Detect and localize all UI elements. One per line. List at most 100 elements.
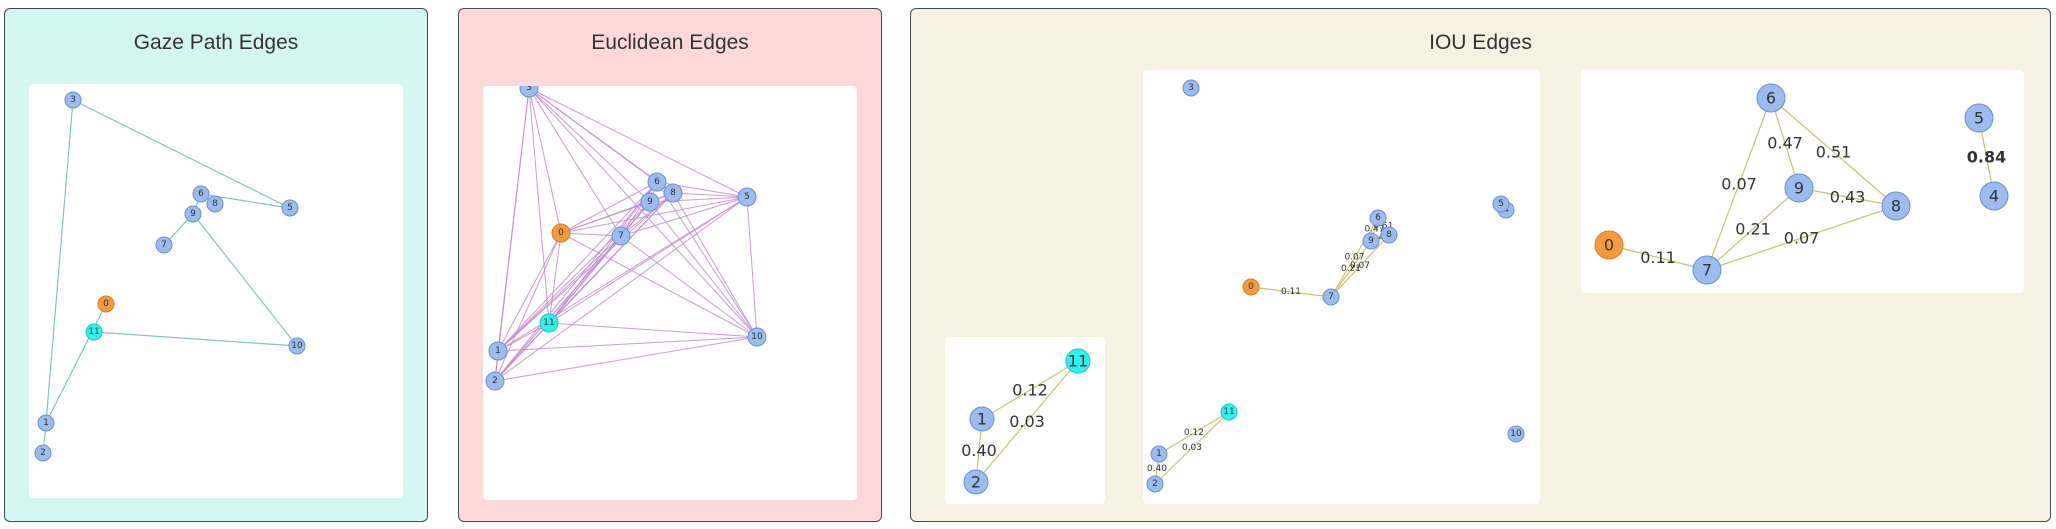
- node-label: 11: [88, 327, 99, 337]
- edge-weight-label: 0.03: [1009, 412, 1045, 431]
- edge: [494, 87, 530, 382]
- edge-weight-label: 0.43: [1830, 188, 1866, 207]
- node-label: 2: [40, 448, 46, 458]
- graph-node-5: 5: [1492, 195, 1510, 213]
- graph-node-5: 5: [737, 187, 757, 207]
- graph-node-9: 9: [1362, 232, 1380, 250]
- graph-node-9: 9: [640, 192, 660, 212]
- edges: [1608, 97, 1995, 271]
- graph-card-iou-left: 0.12 0.03 0.40 1 2 11: [945, 337, 1105, 504]
- graph-node-8: 8: [206, 195, 224, 213]
- edge: [548, 181, 658, 324]
- node-label: 7: [1328, 292, 1334, 302]
- panel-title: Gaze Path Edges: [133, 31, 299, 54]
- graph-node-3: 3: [64, 91, 82, 109]
- node-label: 0: [558, 228, 564, 238]
- node-label: 2: [1152, 479, 1158, 489]
- edge-weight-label: 0.11: [1640, 248, 1676, 267]
- edge: [494, 196, 748, 382]
- edge: [649, 201, 758, 338]
- node-label: 8: [1386, 230, 1392, 240]
- graph-node-7: 7: [155, 236, 173, 254]
- graph-node-8: 8: [1380, 226, 1398, 244]
- node-label: 7: [1702, 261, 1712, 280]
- edge: [497, 196, 748, 352]
- edge: [528, 87, 622, 237]
- graph-node-0: 0: [1594, 230, 1624, 260]
- edge: [1330, 234, 1390, 298]
- node-label: 2: [492, 376, 498, 386]
- graph-node-1: 1: [37, 414, 55, 432]
- edge: [656, 181, 758, 338]
- edge: [72, 99, 291, 209]
- node-label: 5: [1498, 199, 1504, 209]
- panel-title: IOU Edges: [1429, 31, 1532, 54]
- edge: [548, 232, 562, 324]
- graph-node-10: 10: [288, 337, 306, 355]
- node-label: 8: [1891, 197, 1901, 216]
- edge: [560, 181, 658, 234]
- edge: [981, 360, 1079, 420]
- node-label: 3: [1188, 83, 1194, 93]
- edge: [497, 201, 651, 352]
- node-label: 0: [103, 299, 109, 309]
- node-label: 10: [291, 341, 303, 351]
- node-label: 0: [1604, 236, 1614, 255]
- edge: [528, 87, 651, 203]
- edge: [528, 87, 758, 338]
- node-label: 8: [670, 188, 676, 198]
- edge: [528, 87, 562, 234]
- graph-node-6: 6: [647, 172, 667, 192]
- node-label: 6: [1375, 213, 1381, 223]
- edge: [494, 232, 562, 382]
- edge-weight-label: 0.47: [1364, 225, 1384, 235]
- edge: [497, 322, 550, 352]
- graph-card-euclidean: 0 1 2 3 5 6 7 8 9 10 11: [483, 86, 857, 500]
- graph-node-11: 11: [1220, 403, 1238, 421]
- edge: [497, 232, 562, 352]
- graph-node-2: 2: [1146, 475, 1164, 493]
- graph-node-2: 2: [963, 469, 989, 495]
- edge: [548, 196, 748, 324]
- node-label: 1: [1156, 449, 1162, 459]
- graph-node-1: 1: [488, 341, 508, 361]
- graph-node-5: 5: [1964, 103, 1994, 133]
- edge: [528, 87, 748, 198]
- node-label: 5: [1974, 109, 1984, 128]
- edge-weight-label: 0.07: [1350, 261, 1370, 271]
- node-label: 0: [1248, 282, 1254, 292]
- edge-weight-label: 0.51: [1816, 143, 1852, 162]
- edge-weight-label: 0.07: [1784, 229, 1820, 248]
- edge: [1706, 97, 1772, 271]
- graph-node-11: 11: [539, 313, 559, 333]
- edge: [497, 192, 674, 352]
- panel-euclidean: Euclidean Edges 0 1 2 3 5 6 7 8 9 10 11: [458, 8, 882, 522]
- panel-iou: IOU Edges 0.12 0.03 0.40 1 2 11 0.11 0.21 0.07 0…: [910, 8, 2051, 522]
- edge: [620, 235, 758, 338]
- node-label: 7: [618, 231, 624, 241]
- edge: [1158, 411, 1230, 455]
- edge: [494, 322, 550, 382]
- graph-node-0: 0: [1242, 278, 1260, 296]
- graph-card-iou-right: 0.11 0.21 0.07 0.07 0.47 0.51 0.43 0.84 0 4 5 6 7 8 9: [1581, 70, 2024, 293]
- graph-euclidean: 0 1 2 3 5 6 7 8 9 10 11: [485, 86, 767, 391]
- panel-gaze-path: Gaze Path Edges 0 1 2 3 5 6 7 8 9 10 11: [4, 8, 428, 522]
- graph-iou-right: 0.11 0.21 0.07 0.07 0.47 0.51 0.43 0.84 0 4 5 6 7 8 9: [1594, 83, 2009, 285]
- graph-node-0: 0: [97, 295, 115, 313]
- edge: [192, 213, 298, 347]
- edge: [1770, 97, 1800, 189]
- edge: [649, 196, 748, 203]
- node-label: 11: [1068, 352, 1088, 371]
- graph-node-5: 5: [281, 199, 299, 217]
- node-label: 8: [212, 199, 218, 209]
- node-label: 2: [971, 473, 981, 492]
- edge-weight-label: 0.51: [1373, 222, 1393, 232]
- node-label: 6: [198, 189, 204, 199]
- edge: [1706, 187, 1800, 271]
- edge: [528, 87, 550, 324]
- panel-title: Euclidean Edges: [591, 31, 749, 54]
- edge: [497, 181, 658, 352]
- graph-node-11: 11: [85, 323, 103, 341]
- graph-node-3: 3: [519, 86, 539, 98]
- node-label: 9: [190, 209, 196, 219]
